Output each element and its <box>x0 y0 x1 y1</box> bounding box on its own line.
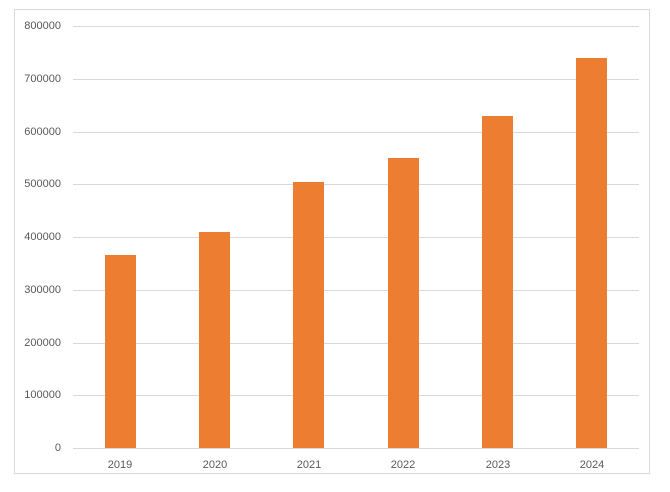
x-axis-tick-label-2024: 2024 <box>579 459 605 471</box>
x-axis-tick-label-2020: 2020 <box>202 459 228 471</box>
x-axis-tick-label-2019: 2019 <box>107 459 133 471</box>
gridline-600000 <box>73 131 639 133</box>
y-axis-tick-label: 800000 <box>24 20 61 32</box>
chart-frame: 0 100000 200000 300000 400000 500000 600000 700… <box>14 9 650 474</box>
x-axis-tick-label-2022: 2022 <box>390 459 416 471</box>
bar-2021 <box>293 181 324 448</box>
y-axis-tick-label: 600000 <box>24 125 61 138</box>
gridline-300000 <box>73 289 639 291</box>
y-axis-tick-label: 500000 <box>24 178 61 191</box>
y-axis-tick-label: 700000 <box>24 72 61 85</box>
bar-2022 <box>388 157 419 448</box>
y-axis-tick-label: 100000 <box>24 389 61 402</box>
gridline-400000 <box>73 237 639 238</box>
bar-2019 <box>105 255 136 448</box>
gridline-0 <box>73 448 639 449</box>
gridline-700000 <box>73 78 639 80</box>
gridline-100000 <box>73 395 639 397</box>
x-axis-tick-label-2021: 2021 <box>296 459 322 471</box>
bar-2023 <box>482 115 513 448</box>
y-axis-tick-label: 400000 <box>24 231 61 243</box>
bar-2024 <box>576 57 607 448</box>
gridline-800000 <box>73 26 639 27</box>
gridline-500000 <box>73 184 639 186</box>
y-axis-tick-label: 300000 <box>24 283 61 296</box>
y-axis-tick-label: 0 <box>54 442 61 454</box>
bar-2020 <box>199 231 230 448</box>
x-axis-tick-label-2023: 2023 <box>485 459 511 471</box>
gridline-200000 <box>73 342 639 344</box>
y-axis-tick-label: 200000 <box>24 336 61 349</box>
